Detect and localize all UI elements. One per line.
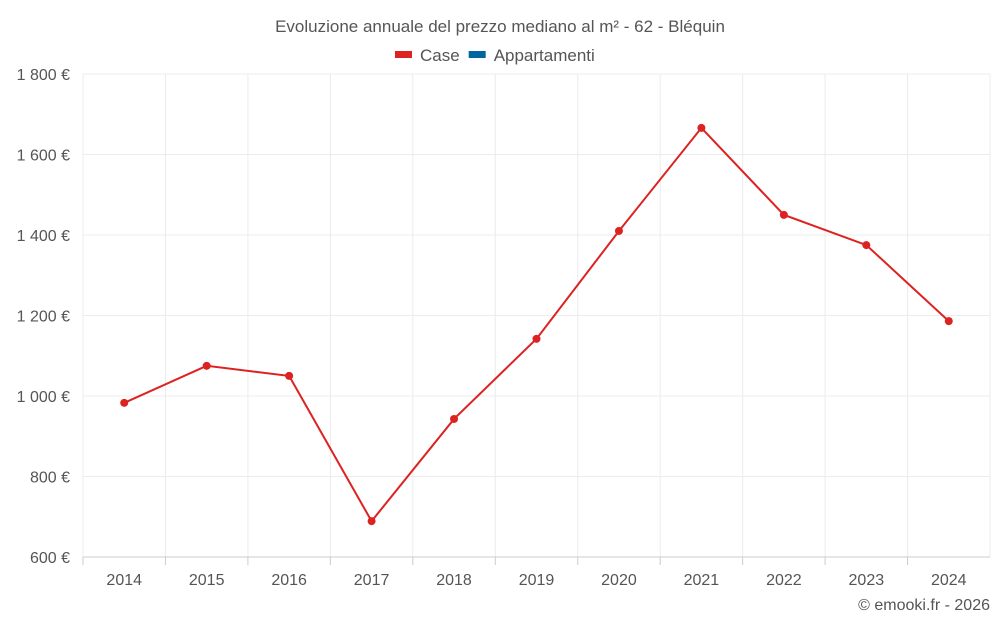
y-tick-label: 1 400 € [17,228,70,245]
grid [82,73,991,558]
legend-label-appartamenti: Appartamenti [494,46,595,65]
data-point [779,210,788,219]
x-tick-label: 2019 [519,572,555,589]
chart-title: Evoluzione annuale del prezzo mediano al… [275,17,725,36]
x-tick-label: 2016 [271,572,307,589]
x-tick-label: 2021 [684,572,720,589]
data-point [862,241,871,250]
x-tick-label: 2014 [106,572,142,589]
data-point [450,414,459,423]
y-tick-label: 1 800 € [17,67,70,84]
data-point [120,398,129,407]
x-tick-label: 2017 [354,572,390,589]
data-point [697,123,706,132]
x-tick-label: 2020 [601,572,637,589]
data-point [944,317,953,326]
series [120,123,953,526]
x-tick-label: 2024 [931,572,967,589]
data-point [202,361,211,370]
credit-text: © emooki.fr - 2026 [858,597,990,614]
axes: 600 € 800 € 1 000 € 1 200 € 1 400 € 1 600 € 1 … [17,67,990,589]
legend-label-case: Case [420,46,460,65]
legend-swatch-case [395,51,412,58]
y-tick-label: 800 € [30,470,70,487]
y-tick-label: 1 600 € [17,148,70,165]
y-tick-label: 600 € [30,550,70,567]
y-tick-label: 1 200 € [17,309,70,326]
legend-swatch-appartamenti [468,51,486,58]
legend: Case Appartamenti [395,46,595,65]
data-point [532,334,541,343]
x-tick-label: 2022 [766,572,802,589]
data-point [285,371,294,380]
y-tick-label: 1 000 € [17,389,70,406]
x-tick-label: 2018 [436,572,472,589]
x-tick-label: 2023 [849,572,885,589]
x-tick-label: 2015 [189,572,225,589]
data-point [614,226,623,235]
data-point [367,517,376,526]
